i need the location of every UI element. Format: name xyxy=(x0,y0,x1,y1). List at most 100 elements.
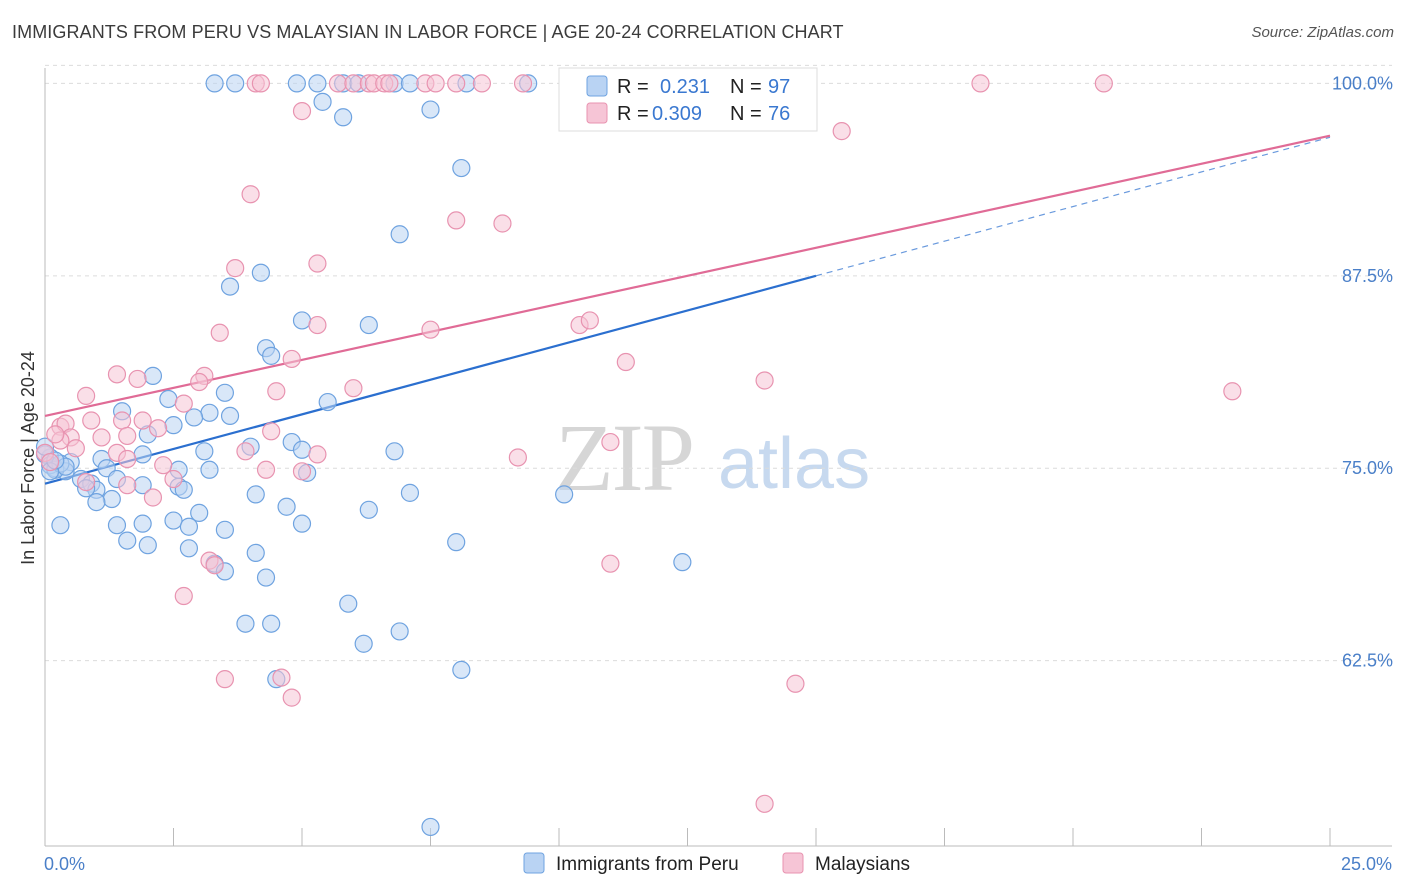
legend-n-label-malaysians: N = xyxy=(730,103,762,125)
data-point xyxy=(154,456,173,475)
y-tick-label: 75.0% xyxy=(1342,458,1393,478)
source-credit: Source: ZipAtlas.com xyxy=(1251,24,1394,41)
tick-labels: 100.0% 87.5% 75.0% 62.5% 0.0% 25.0% xyxy=(44,73,1393,874)
data-point xyxy=(1223,382,1242,401)
watermark-zip: ZIP xyxy=(555,404,693,511)
data-point xyxy=(447,211,466,230)
data-point xyxy=(313,92,332,111)
data-point xyxy=(513,74,533,93)
data-point xyxy=(205,74,224,93)
data-point xyxy=(447,533,466,552)
series-legend-swatch-peru xyxy=(523,852,545,874)
data-point xyxy=(380,74,399,93)
data-point xyxy=(118,449,137,469)
data-point xyxy=(190,372,209,392)
data-point xyxy=(452,158,471,178)
data-point xyxy=(308,254,327,273)
data-point xyxy=(190,503,209,522)
trend-lines xyxy=(44,134,1331,485)
legend-n-value-malaysians: 76 xyxy=(768,103,790,125)
data-point xyxy=(46,425,65,444)
data-point xyxy=(92,428,111,447)
data-point xyxy=(616,352,635,372)
series-legend-label-malaysians: Malaysians xyxy=(815,854,910,875)
data-point xyxy=(236,614,255,633)
data-point xyxy=(786,674,805,693)
data-point xyxy=(256,568,276,587)
data-point xyxy=(241,185,260,204)
data-point xyxy=(354,634,373,653)
data-point xyxy=(133,445,152,464)
data-point xyxy=(287,74,306,93)
data-point xyxy=(390,225,409,244)
data-points xyxy=(35,74,1242,837)
data-point xyxy=(971,74,990,93)
data-point xyxy=(755,371,774,390)
data-point xyxy=(164,511,183,530)
chart-title: IMMIGRANTS FROM PERU VS MALAYSIAN IN LAB… xyxy=(12,22,844,42)
data-point xyxy=(184,408,204,427)
data-point xyxy=(82,411,101,430)
data-point xyxy=(292,514,312,533)
data-point xyxy=(292,311,312,330)
data-point xyxy=(195,442,214,461)
data-point xyxy=(133,514,152,533)
data-point xyxy=(159,389,178,409)
data-point xyxy=(246,485,265,504)
watermark: ZIP atlas xyxy=(555,404,870,511)
data-point xyxy=(1094,74,1113,93)
data-point xyxy=(138,536,157,555)
data-point xyxy=(272,668,291,687)
legend-r-value-peru: 0.231 xyxy=(660,76,710,98)
watermark-atlas: atlas xyxy=(718,424,870,504)
y-tick-label: 62.5% xyxy=(1342,651,1393,671)
legend-swatch-peru xyxy=(586,75,608,97)
y-tick-label: 87.5% xyxy=(1342,266,1393,286)
y-tick-label: 100.0% xyxy=(1332,73,1393,93)
data-point xyxy=(832,122,851,141)
series-legend: Immigrants from Peru Malaysians xyxy=(523,852,910,875)
data-point xyxy=(308,315,327,335)
data-point xyxy=(41,452,60,472)
data-point xyxy=(334,108,353,127)
legend-swatch-malaysians xyxy=(586,102,608,124)
data-point xyxy=(277,497,296,516)
y-axis-label: In Labor Force | Age 20-24 xyxy=(18,351,38,565)
data-point xyxy=(220,406,240,426)
data-point xyxy=(292,440,312,459)
trend-line-peru xyxy=(44,274,817,485)
data-point xyxy=(107,365,127,384)
data-point xyxy=(256,460,276,479)
data-point xyxy=(421,817,440,837)
data-point xyxy=(226,259,245,278)
data-point xyxy=(262,346,281,365)
data-point xyxy=(673,553,692,572)
series-legend-swatch-malaysians xyxy=(782,852,804,874)
data-point xyxy=(112,411,132,430)
data-point xyxy=(87,493,106,512)
data-point xyxy=(755,794,774,813)
data-point xyxy=(215,670,234,689)
legend-n-value-peru: 97 xyxy=(768,76,790,98)
data-point xyxy=(426,74,445,93)
data-point xyxy=(215,383,234,402)
data-point xyxy=(359,315,378,335)
trend-line-extension-peru xyxy=(815,136,1331,277)
data-point xyxy=(251,74,270,93)
data-point xyxy=(179,539,199,558)
data-point xyxy=(236,442,255,461)
data-point xyxy=(143,488,163,507)
data-point xyxy=(493,214,512,233)
x-tick-label: 0.0% xyxy=(44,854,85,874)
data-point xyxy=(339,594,358,613)
data-point xyxy=(282,349,301,369)
data-point xyxy=(77,472,96,492)
legend-r-label-peru: R = xyxy=(617,76,649,98)
data-point xyxy=(344,379,363,398)
data-point xyxy=(215,520,234,539)
data-point xyxy=(344,74,363,93)
data-point xyxy=(66,439,85,458)
data-point xyxy=(51,516,70,535)
trend-line-malaysians xyxy=(44,134,1331,417)
